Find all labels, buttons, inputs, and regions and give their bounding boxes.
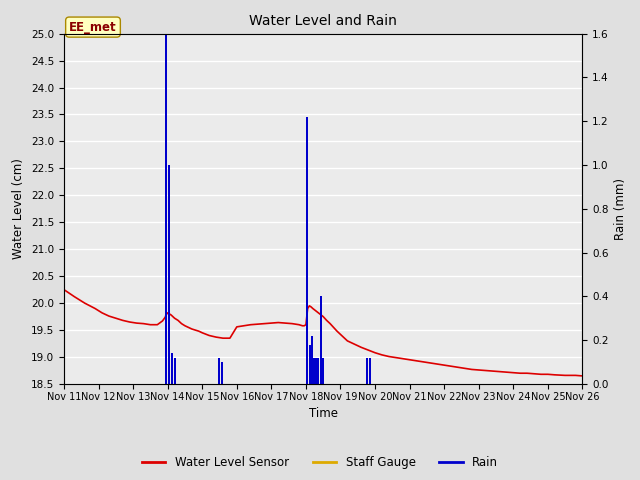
Bar <box>320 296 322 384</box>
Title: Water Level and Rain: Water Level and Rain <box>249 14 397 28</box>
Y-axis label: Water Level (cm): Water Level (cm) <box>12 158 26 259</box>
Legend: Water Level Sensor, Staff Gauge, Rain: Water Level Sensor, Staff Gauge, Rain <box>137 452 503 474</box>
Bar <box>316 358 317 384</box>
Water Level Sensor <box>330 324 337 330</box>
Bar <box>317 358 319 384</box>
Bar <box>367 358 369 384</box>
Bar <box>173 358 175 384</box>
Bar <box>171 353 173 384</box>
Bar <box>313 358 315 384</box>
Line: Water Level Sensor: Water Level Sensor <box>64 289 582 376</box>
Bar <box>307 117 308 384</box>
Water Level Sensor <box>440 362 448 368</box>
Bar <box>311 336 313 384</box>
Bar <box>369 358 371 384</box>
Y-axis label: Rain (mm): Rain (mm) <box>614 178 627 240</box>
Water Level Sensor <box>468 367 476 372</box>
Water Level Sensor <box>433 361 441 367</box>
Bar <box>218 358 220 384</box>
Water Level Sensor <box>406 357 413 362</box>
Bar <box>323 358 324 384</box>
Water Level Sensor <box>60 287 68 292</box>
Text: EE_met: EE_met <box>69 21 117 34</box>
Bar <box>221 362 223 384</box>
Bar <box>165 34 167 384</box>
X-axis label: Time: Time <box>308 407 338 420</box>
Water Level Sensor <box>447 363 455 369</box>
Water Level Sensor <box>579 373 586 379</box>
Bar <box>168 165 170 384</box>
Bar <box>309 345 311 384</box>
